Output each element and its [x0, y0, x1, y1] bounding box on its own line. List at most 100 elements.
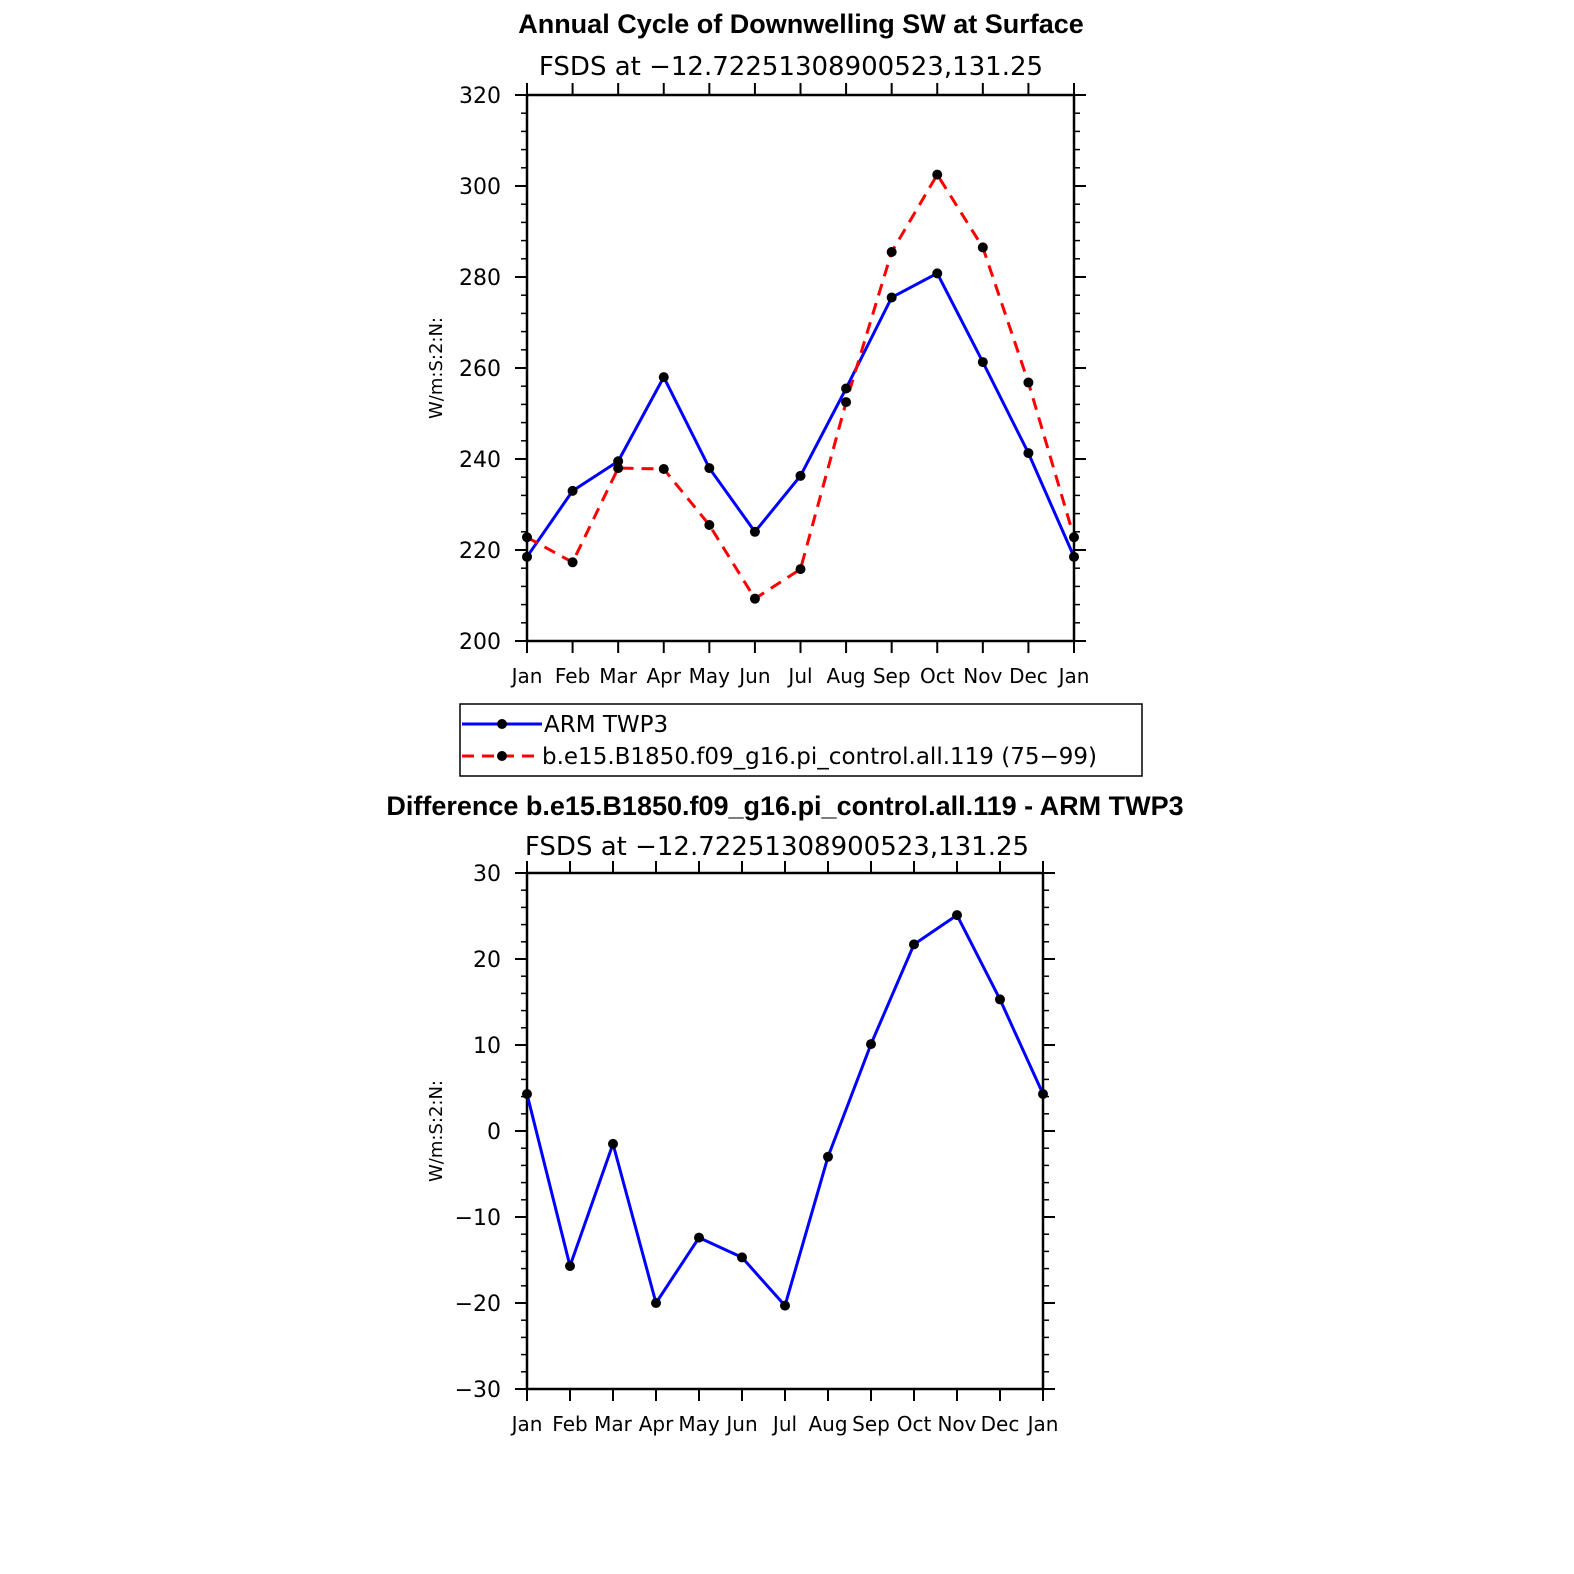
x-tick-label: May — [678, 1412, 720, 1436]
series-2-point — [977, 242, 988, 253]
x-tick-label: Jul — [786, 664, 812, 688]
x-tick-label: Aug — [827, 664, 866, 688]
x-tick-label: Apr — [646, 664, 681, 688]
plot-frame — [525, 871, 1045, 1391]
bottom-plot-area: −30 −20 −10 0 10 20 30 Jan Feb Mar Apr May Jun Jul Aug… — [455, 861, 1059, 1436]
series-1-point — [909, 939, 919, 950]
series-line-1 — [525, 913, 1045, 1308]
legend-box — [459, 703, 1143, 777]
series-2-point — [658, 464, 669, 475]
series-1-point — [1038, 1089, 1048, 1100]
x-tick-label: Jan — [510, 664, 543, 688]
y-tick-label: 200 — [459, 630, 501, 655]
series-1-point — [704, 463, 715, 474]
series-2-point — [613, 463, 624, 474]
y-tick-label: −10 — [455, 1206, 501, 1231]
x-tick-label: Aug — [808, 1412, 847, 1436]
series-1-point — [977, 357, 988, 368]
series-1-point — [780, 1300, 790, 1311]
y-tick-label: 260 — [459, 357, 501, 382]
series-1-point — [952, 910, 962, 921]
series-1-point — [841, 383, 852, 394]
x-tick-label: Feb — [552, 1412, 587, 1436]
x-tick-label: Nov — [963, 664, 1002, 688]
x-tick-label: Apr — [639, 1412, 674, 1436]
x-tick-label: Feb — [555, 664, 590, 688]
y-tick-label: 220 — [459, 539, 501, 564]
bottom-chart-title: Difference b.e15.B1850.f09_g16.pi_contro… — [386, 791, 1183, 821]
y-tick-label: 0 — [487, 1120, 501, 1145]
series-2-point — [567, 557, 578, 568]
x-tick-label: Nov — [937, 1412, 976, 1436]
series-1-point — [694, 1232, 704, 1243]
x-tick-label: Jun — [724, 1412, 757, 1436]
top-plot-area: 200 220 240 260 280 300 320 Jan Feb Mar Apr May Jun J… — [459, 83, 1089, 688]
series-1-point — [651, 1298, 661, 1308]
x-tick-label: Jan — [510, 1412, 543, 1436]
series-2-point — [886, 246, 897, 257]
series-1-point — [886, 292, 897, 303]
legend-label-series-1: ARM TWP3 — [544, 712, 668, 738]
legend-label-series-2: b.e15.B1850.f09_g16.pi_control.all.119 (… — [542, 744, 1097, 770]
series-1-point — [608, 1138, 618, 1149]
bottom-chart-y-axis-label: W/m:S:2:N: — [426, 1080, 447, 1182]
top-chart: Annual Cycle of Downwelling SW at Surfac… — [426, 9, 1143, 777]
series-line-2 — [526, 173, 1076, 601]
x-tick-label: Mar — [594, 1412, 633, 1436]
x-tick-label: Oct — [920, 664, 955, 688]
x-tick-label: Sep — [852, 1412, 890, 1436]
series-2-point — [795, 564, 806, 575]
series-1-point — [995, 994, 1005, 1005]
plot-frame — [525, 93, 1076, 643]
y-tick-label: 300 — [459, 175, 501, 200]
x-tick-label: Sep — [873, 664, 911, 688]
y-tick-label: 10 — [473, 1034, 501, 1059]
series-2-point — [704, 519, 715, 530]
x-tick-label: Dec — [1009, 664, 1048, 688]
bottom-chart: Difference b.e15.B1850.f09_g16.pi_contro… — [386, 791, 1183, 1436]
series-1-point — [749, 526, 760, 537]
series-1-point — [1069, 551, 1079, 562]
top-chart-y-axis-label: W/m:S:2:N: — [426, 317, 447, 419]
series-2-point — [841, 397, 852, 408]
series-2-point — [1069, 532, 1079, 543]
series-1-point — [522, 551, 532, 562]
series-2-point — [1023, 377, 1034, 388]
y-tick-label: 280 — [459, 266, 501, 291]
series-1-point — [567, 485, 578, 496]
x-tick-label: Jun — [737, 664, 770, 688]
legend-marker-series-1 — [497, 719, 507, 729]
series-1-point — [866, 1039, 876, 1050]
x-tick-label: Mar — [599, 664, 638, 688]
bottom-chart-subtitle: FSDS at −12.72251308900523,131.25 — [525, 832, 1029, 862]
y-tick-label: 240 — [459, 448, 501, 473]
x-tick-label: May — [689, 664, 731, 688]
legend-marker-series-2 — [497, 751, 507, 761]
y-tick-label: −20 — [455, 1292, 501, 1317]
x-tick-label: Jul — [771, 1412, 797, 1436]
series-1-point — [737, 1252, 747, 1263]
series-1-point — [1023, 448, 1034, 459]
series-1-point — [932, 268, 943, 279]
series-1-point — [565, 1261, 575, 1272]
y-tick-label: −30 — [455, 1378, 501, 1403]
x-tick-label: Jan — [1026, 1412, 1059, 1436]
top-chart-title: Annual Cycle of Downwelling SW at Surfac… — [518, 9, 1084, 39]
series-1-point — [522, 1089, 532, 1100]
top-chart-subtitle: FSDS at −12.72251308900523,131.25 — [539, 52, 1043, 82]
series-1-point — [823, 1151, 833, 1162]
x-tick-label: Dec — [981, 1412, 1020, 1436]
series-1-point — [795, 470, 806, 481]
x-tick-label: Jan — [1057, 664, 1090, 688]
top-chart-legend: ARM TWP3 b.e15.B1850.f09_g16.pi_control.… — [459, 703, 1143, 777]
series-2-point — [749, 593, 760, 604]
series-1-point — [658, 372, 669, 383]
y-tick-label: 320 — [459, 84, 501, 109]
series-2-point — [522, 532, 532, 543]
x-tick-label: Oct — [897, 1412, 932, 1436]
series-2-point — [932, 169, 943, 180]
y-tick-label: 30 — [473, 862, 501, 887]
y-tick-label: 20 — [473, 948, 501, 973]
series-line-1 — [525, 271, 1076, 558]
